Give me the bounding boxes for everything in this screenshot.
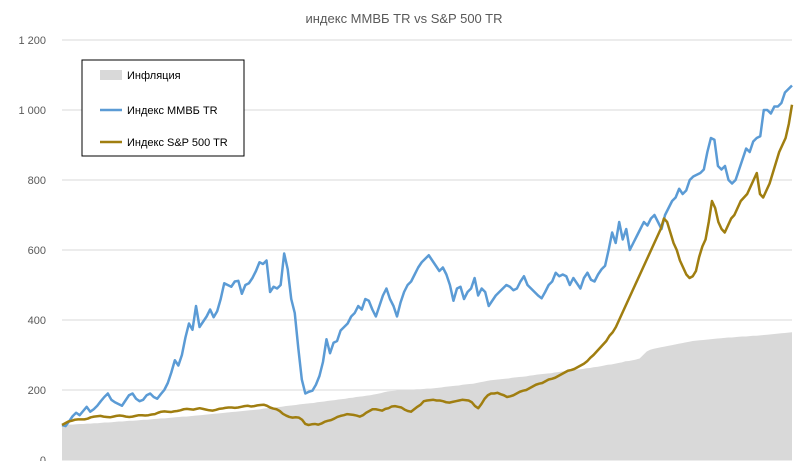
y-tick-label: 1 000	[18, 105, 46, 117]
plot-area	[61, 84, 794, 460]
legend-label-inflation: Инфляция	[127, 70, 181, 82]
y-tick-label: 600	[28, 245, 46, 257]
chart-title: индекс ММВБ TR vs S&P 500 TR	[305, 11, 502, 26]
y-tick-label: 800	[28, 175, 46, 187]
legend-label-micex: Индекс ММВБ TR	[127, 105, 218, 117]
y-tick-label: 0	[40, 455, 46, 461]
y-tick-label: 400	[28, 315, 46, 327]
legend-swatch-inflation	[100, 70, 122, 80]
legend-label-sp500: Индекс S&P 500 TR	[127, 137, 228, 149]
y-tick-label: 1 200	[18, 35, 46, 47]
legend: Инфляция Индекс ММВБ TR Индекс S&P 500 T…	[81, 59, 245, 157]
y-axis-labels: 1 200 1 000 800 600 400 200 0	[18, 35, 46, 461]
series-area-inflation	[62, 332, 792, 460]
series-line-micex	[61, 84, 793, 428]
series-line-sp500	[61, 104, 794, 427]
y-tick-label: 200	[28, 385, 46, 397]
